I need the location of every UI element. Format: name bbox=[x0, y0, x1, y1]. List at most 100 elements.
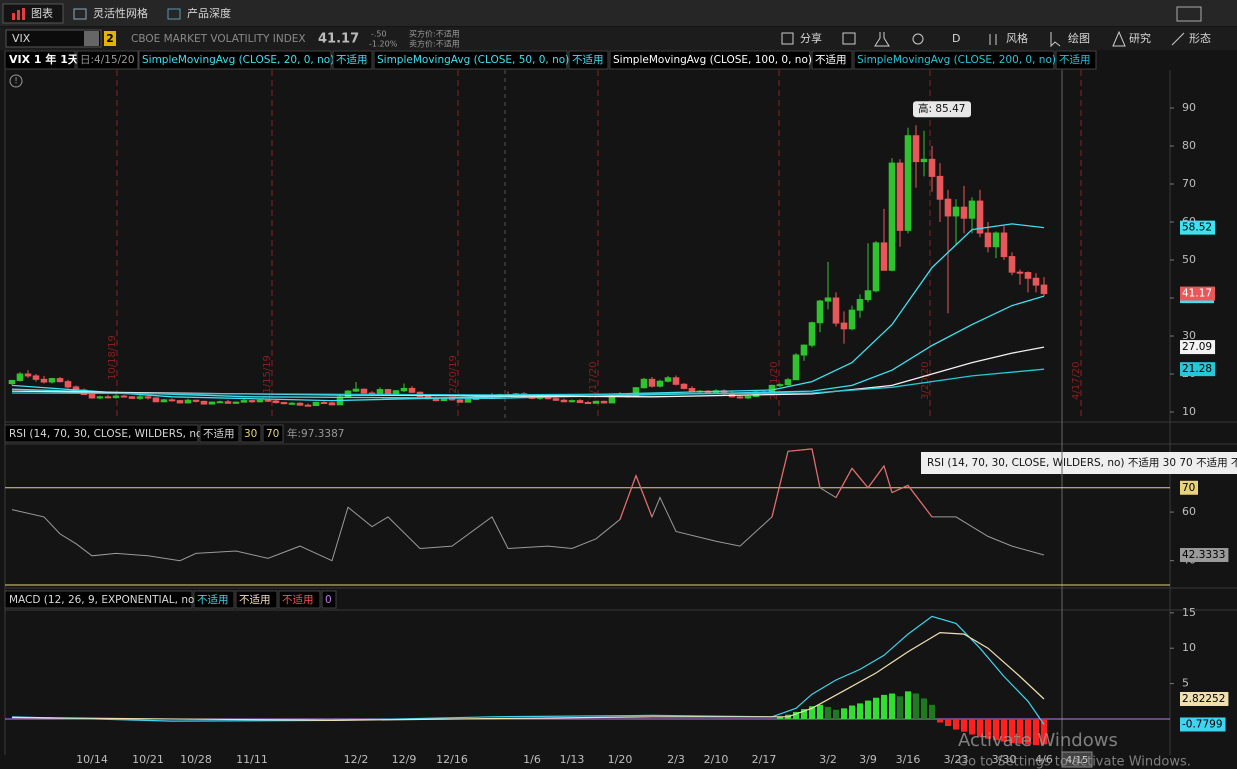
candle-body bbox=[192, 399, 200, 402]
candle-body bbox=[1024, 272, 1032, 279]
candle-body bbox=[176, 400, 184, 404]
histogram-bar bbox=[1001, 718, 1007, 742]
value-badge bbox=[1180, 220, 1216, 235]
x-tick-label: 2/3 bbox=[667, 753, 685, 766]
expiration-label: 12/20/19 bbox=[448, 355, 459, 400]
study-title[interactable]: RSI (14, 70, 30, CLOSE, WILDERS, no) bbox=[9, 428, 207, 440]
watermark-title: Activate Windows bbox=[958, 730, 1118, 751]
toolbar-button[interactable]: 风格 bbox=[1006, 31, 1028, 45]
candle-body bbox=[144, 396, 152, 399]
toolbar-button[interactable]: 形态 bbox=[1189, 32, 1211, 45]
candle-body bbox=[832, 297, 840, 324]
value-badge-text: 21.28 bbox=[1182, 363, 1212, 375]
plots: 102030405060708090高: 85.4758.5240.527.09… bbox=[5, 101, 1229, 766]
value-badge-text: 42.3333 bbox=[1182, 549, 1225, 561]
overbought-segment bbox=[891, 484, 909, 494]
candle-body bbox=[952, 206, 960, 217]
y-tick-label: 60 bbox=[1182, 505, 1196, 518]
window-button[interactable] bbox=[1176, 6, 1202, 22]
label-box bbox=[240, 424, 262, 443]
x-tick-label: 2/17 bbox=[752, 753, 777, 766]
label-box bbox=[811, 50, 853, 70]
candle-body bbox=[1016, 271, 1024, 274]
x-tick-label: 4/6 bbox=[1035, 753, 1053, 766]
toolbar-button[interactable]: 分享 bbox=[800, 31, 822, 45]
histogram-bar bbox=[849, 705, 855, 719]
study-status: 不适用 bbox=[1059, 54, 1091, 66]
candle-body bbox=[408, 387, 416, 393]
candle-body bbox=[960, 206, 968, 219]
histogram-bar bbox=[913, 693, 919, 719]
candle-body bbox=[1008, 256, 1016, 273]
candle-body bbox=[792, 354, 800, 381]
x-tick-label: 12/9 bbox=[392, 753, 417, 766]
value-badge bbox=[1180, 362, 1216, 377]
candle-body bbox=[384, 389, 392, 395]
value-badge-text: 2.82252 bbox=[1182, 693, 1225, 705]
toolbar-button[interactable]: D bbox=[952, 32, 960, 45]
study-name[interactable]: SimpleMovingAvg (CLOSE, 100, 0, no) bbox=[613, 54, 812, 66]
histogram-bar bbox=[865, 700, 871, 719]
toolbar-button[interactable]: 研究 bbox=[1129, 31, 1151, 45]
tab[interactable]: 灵活性网格 bbox=[93, 6, 148, 20]
value-badge-text: 27.09 bbox=[1182, 341, 1212, 353]
candle-body bbox=[576, 400, 584, 404]
y-tick-label: 70 bbox=[1182, 482, 1195, 494]
label-box bbox=[138, 50, 332, 70]
expiration-lines bbox=[116, 70, 1082, 420]
dropdown[interactable] bbox=[84, 31, 99, 46]
histogram-bar bbox=[961, 718, 967, 732]
candle-body bbox=[888, 162, 896, 271]
candle-body bbox=[40, 378, 48, 383]
change: -.50 bbox=[371, 30, 387, 39]
study-status: 不适用 bbox=[572, 54, 604, 66]
alert-icon[interactable] bbox=[9, 74, 23, 88]
expiration-label: 11/15/19 bbox=[262, 355, 273, 400]
candle-body bbox=[136, 396, 144, 399]
label-box bbox=[853, 50, 1055, 70]
study-status: 不适用 bbox=[282, 594, 314, 606]
histogram-bar bbox=[993, 718, 999, 741]
tab[interactable]: 图表 bbox=[31, 6, 53, 20]
tab[interactable]: 产品深度 bbox=[187, 6, 231, 20]
histogram-bar bbox=[921, 698, 927, 719]
candle-body bbox=[320, 402, 328, 405]
toolbar-button[interactable]: 绘图 bbox=[1068, 31, 1090, 45]
label-box bbox=[4, 50, 76, 70]
study-level: 70 bbox=[266, 428, 279, 440]
study-name[interactable]: SimpleMovingAvg (CLOSE, 50, 0, no) bbox=[377, 54, 569, 66]
histogram-bar bbox=[929, 704, 935, 719]
study-name[interactable]: SimpleMovingAvg (CLOSE, 20, 0, no) bbox=[142, 54, 334, 66]
x-tick-label: 1/20 bbox=[608, 753, 633, 766]
series-line bbox=[11, 295, 1045, 399]
label-box bbox=[568, 50, 609, 70]
symbol-box[interactable] bbox=[5, 29, 102, 48]
study-title[interactable]: MACD (12, 26, 9, EXPONENTIAL, no) bbox=[9, 594, 199, 606]
candle-body bbox=[776, 384, 784, 387]
candle-body bbox=[896, 162, 904, 231]
candle-body bbox=[48, 378, 56, 383]
label-box bbox=[373, 50, 568, 70]
y-tick-label: 90 bbox=[1182, 101, 1196, 114]
candle-body bbox=[88, 394, 96, 399]
ask: 卖方价:不适用 bbox=[409, 39, 460, 49]
candle-body bbox=[16, 373, 24, 381]
icon bbox=[22, 8, 25, 20]
symbol[interactable]: VIX bbox=[12, 32, 31, 45]
candle-body bbox=[8, 379, 16, 385]
link-badge: 2 bbox=[106, 32, 114, 45]
x-tick-label: 1/6 bbox=[523, 753, 541, 766]
candle-body bbox=[248, 400, 256, 403]
histogram-bar bbox=[801, 709, 807, 719]
label-box bbox=[193, 590, 235, 609]
quote-bar bbox=[0, 27, 1237, 50]
expiration-label: 10/18/19 bbox=[107, 335, 118, 380]
x-tick-label: 1/13 bbox=[560, 753, 585, 766]
histogram-bar bbox=[905, 691, 911, 719]
histogram-bar bbox=[841, 708, 847, 719]
overbought-segment bbox=[635, 475, 653, 518]
study-name[interactable]: SimpleMovingAvg (CLOSE, 200, 0, no) bbox=[857, 54, 1056, 66]
watermark-subtitle: Go to Settings to activate Windows. bbox=[958, 755, 1191, 769]
candle-body bbox=[840, 322, 848, 330]
